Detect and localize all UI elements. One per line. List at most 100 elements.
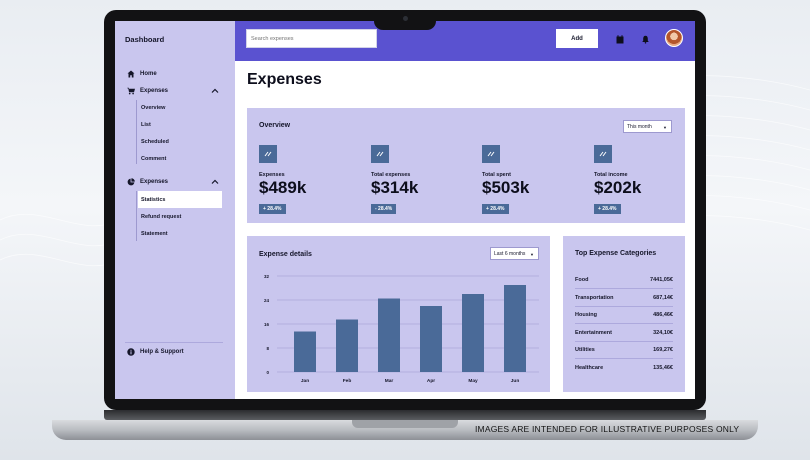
chevron-down-icon: ▼	[530, 252, 534, 257]
y-tick-label: 32	[264, 274, 270, 279]
camera-icon	[403, 16, 408, 21]
pie-chart-icon	[127, 178, 135, 186]
camera-notch	[374, 10, 436, 30]
trend-icon	[482, 145, 500, 163]
calendar-icon[interactable]	[616, 35, 625, 44]
x-tick-label: May	[468, 378, 478, 384]
category-divider	[575, 340, 673, 342]
category-name: Healthcare	[575, 365, 604, 371]
sidebar-subitem-comment[interactable]: Comment	[141, 156, 167, 162]
category-row[interactable]: Healthcare 135,46€	[575, 365, 673, 371]
help-support-link[interactable]: Help & Support	[127, 348, 184, 356]
sidebar-subitem-list[interactable]: List	[141, 122, 151, 128]
category-row[interactable]: Food 7441,05€	[575, 277, 673, 283]
category-amount: 135,46€	[653, 365, 673, 371]
laptop-base-groove	[352, 420, 458, 428]
stat-value: $202k	[594, 178, 642, 197]
stat-expenses: Expenses $489k + 28.4%	[259, 145, 349, 215]
screen: Dashboard Home Expenses Overview List Sc…	[115, 21, 695, 399]
category-row[interactable]: Transportation 687,14€	[575, 295, 673, 301]
dropdown-value: Last 6 months	[494, 250, 526, 257]
search-input[interactable]	[246, 29, 377, 48]
category-row[interactable]: Utilities 169,27€	[575, 347, 673, 353]
x-tick-label: Feb	[343, 378, 352, 384]
stat-total-expenses: Total expenses $314k - 28.4%	[371, 145, 461, 215]
chevron-up-icon[interactable]	[211, 87, 219, 95]
category-name: Transportation	[575, 294, 614, 301]
info-icon	[127, 348, 135, 356]
trend-icon	[259, 145, 277, 163]
stat-change-badge: - 28.4%	[371, 204, 397, 214]
stat-label: Total expenses	[371, 172, 411, 178]
y-tick-label: 0	[266, 370, 269, 375]
overview-title: Overview	[259, 122, 291, 129]
page-title: Expenses	[247, 71, 322, 88]
add-button[interactable]: Add	[556, 29, 598, 48]
sidebar: Dashboard Home Expenses Overview List Sc…	[115, 21, 235, 399]
expense-bar-chart: 0 8 16 24 32 Jan Feb Mar Apr May Jun	[264, 274, 539, 384]
y-tick-label: 16	[264, 322, 270, 327]
sidebar-item-expenses-stats[interactable]: Expenses	[127, 176, 168, 188]
category-amount: 169,27€	[653, 347, 673, 354]
brand-title: Dashboard	[125, 35, 165, 44]
sidebar-item-label: Home	[140, 71, 157, 77]
sidebar-item-home[interactable]: Home	[127, 68, 157, 80]
category-name: Entertainment	[575, 329, 612, 336]
sidebar-subitem-statistics[interactable]: Statistics	[138, 191, 222, 208]
top-categories-card: Top Expense Categories Food 7441,05€ Trans…	[563, 236, 685, 392]
bar-jun[interactable]	[504, 285, 526, 372]
laptop-base	[52, 420, 758, 440]
sidebar-subitem-scheduled[interactable]: Scheduled	[141, 139, 169, 145]
chevron-down-icon: ▼	[663, 125, 667, 130]
sidebar-subitem-refund-request[interactable]: Refund request	[141, 214, 182, 220]
stat-total-income: Total income $202k + 28.4%	[594, 145, 684, 215]
avatar[interactable]	[665, 29, 683, 47]
category-row[interactable]: Entertainment 324,10€	[575, 330, 673, 336]
dropdown-value: This month	[627, 123, 652, 130]
stat-change-badge: + 28.4%	[482, 204, 509, 214]
category-name: Utilities	[575, 347, 595, 354]
stat-total-spent: Total spent $503k + 28.4%	[482, 145, 572, 215]
sidebar-item-label: Expenses	[140, 88, 169, 94]
home-icon	[127, 70, 135, 78]
x-tick-label: Jun	[511, 378, 520, 384]
stat-value: $314k	[371, 178, 419, 197]
x-tick-label: Jan	[301, 378, 309, 384]
stat-label: Expenses	[259, 172, 285, 178]
stat-label: Total spent	[482, 172, 511, 178]
sidebar-divider	[125, 342, 223, 343]
stat-change-badge: + 28.4%	[259, 204, 286, 214]
y-tick-label: 24	[264, 298, 270, 303]
y-tick-label: 8	[266, 346, 269, 351]
details-period-dropdown[interactable]: Last 6 months ▼	[490, 247, 539, 260]
bar-may[interactable]	[462, 294, 484, 372]
category-name: Food	[575, 277, 589, 283]
category-divider	[575, 323, 673, 325]
stat-value: $503k	[482, 178, 530, 197]
category-amount: 687,14€	[653, 294, 673, 301]
bar-mar[interactable]	[378, 298, 400, 373]
overview-card: Overview This month ▼ Expenses $489k + 2…	[247, 108, 685, 223]
top-categories-title: Top Expense Categories	[575, 250, 657, 257]
category-amount: 324,10€	[653, 329, 673, 336]
bar-apr[interactable]	[420, 306, 442, 372]
submenu-line	[136, 191, 137, 241]
sidebar-subitem-overview[interactable]: Overview	[141, 105, 166, 111]
sidebar-subitem-statement[interactable]: Statement	[141, 231, 168, 237]
cart-icon	[127, 87, 135, 95]
bell-icon[interactable]	[641, 35, 650, 44]
expense-details-card: Expense details Last 6 months ▼ 0 8 16 24 32…	[247, 236, 550, 392]
overview-period-dropdown[interactable]: This month ▼	[623, 120, 672, 133]
bar-feb[interactable]	[336, 319, 358, 373]
stat-value: $489k	[259, 178, 307, 197]
sidebar-item-expenses[interactable]: Expenses	[127, 85, 168, 97]
disclaimer-text: IMAGES ARE INTENDED FOR ILLUSTRATIVE PUR…	[475, 424, 740, 434]
category-divider	[575, 358, 673, 360]
bar-jan[interactable]	[294, 331, 316, 373]
category-amount: 486,46€	[653, 312, 673, 319]
chevron-up-icon[interactable]	[211, 178, 219, 186]
category-divider	[575, 288, 673, 289]
submenu-line	[136, 100, 137, 164]
category-row[interactable]: Housing 486,46€	[575, 312, 673, 318]
laptop-hinge	[104, 410, 706, 420]
